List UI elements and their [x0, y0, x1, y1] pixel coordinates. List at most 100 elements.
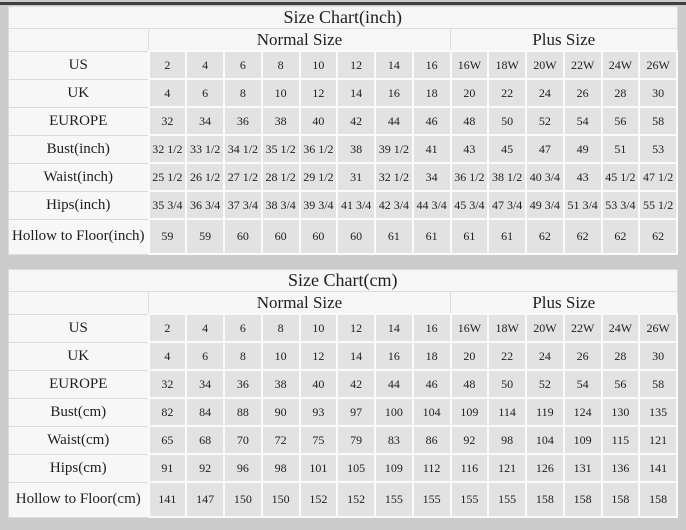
size-value-cell: 49 3/4	[525, 190, 565, 220]
size-value-cell: 158	[562, 481, 603, 518]
size-value-cell: 58	[638, 369, 678, 399]
size-value-cell: 8	[260, 50, 301, 80]
size-value-cell: 37 3/4	[223, 190, 263, 220]
size-value-cell: 36	[223, 106, 263, 136]
table-title-row: Size Chart(cm)	[8, 269, 678, 292]
size-chart-cm-table: Size Chart(cm) Normal Size Plus Size US 2…	[8, 269, 678, 518]
size-value-cell: 10	[298, 50, 339, 80]
size-value-cell: 26 1/2	[185, 162, 225, 192]
size-value-cell: 26W	[638, 50, 678, 80]
size-value-cell: 109	[449, 397, 490, 427]
size-value-cell: 53	[638, 134, 678, 164]
size-value-cell: 48	[449, 106, 490, 136]
size-value-cell: 12	[336, 50, 376, 80]
corner-cell	[8, 291, 149, 315]
size-value-cell: 26	[562, 341, 603, 371]
size-value-cell: 14	[374, 313, 414, 343]
size-value-cell: 47 1/2	[638, 162, 678, 192]
size-value-cell: 54	[562, 369, 603, 399]
size-value-cell: 150	[223, 481, 263, 518]
size-value-cell: 119	[525, 397, 565, 427]
size-value-cell: 8	[223, 341, 263, 371]
size-value-cell: 27 1/2	[223, 162, 263, 192]
row-label: Hollow to Floor(cm)	[8, 481, 149, 518]
size-value-cell: 20W	[525, 50, 565, 80]
table-row: UK 4 6 8 10 12 14 16 18 20 22 24 26 28 30	[8, 78, 678, 108]
size-value-cell: 124	[562, 397, 603, 427]
table-row: Hollow to Floor(cm) 141 147 150 150 152 152 155…	[8, 481, 678, 518]
size-value-cell: 47	[525, 134, 565, 164]
size-value-cell: 36	[223, 369, 263, 399]
size-value-cell: 62	[600, 218, 641, 255]
size-value-cell: 93	[298, 397, 339, 427]
tables-gap	[8, 255, 678, 269]
size-value-cell: 2	[147, 313, 188, 343]
size-value-cell: 6	[185, 341, 225, 371]
size-value-cell: 28	[600, 78, 641, 108]
size-value-cell: 4	[185, 313, 225, 343]
size-value-cell: 44 3/4	[411, 190, 452, 220]
size-value-cell: 32	[147, 106, 188, 136]
size-value-cell: 32 1/2	[374, 162, 414, 192]
size-value-cell: 90	[260, 397, 301, 427]
size-value-cell: 61	[374, 218, 414, 255]
size-value-cell: 121	[638, 425, 678, 455]
size-value-cell: 16W	[449, 50, 490, 80]
size-value-cell: 61	[487, 218, 527, 255]
size-value-cell: 68	[185, 425, 225, 455]
size-value-cell: 6	[223, 313, 263, 343]
size-value-cell: 96	[223, 453, 263, 483]
size-value-cell: 26	[562, 78, 603, 108]
size-value-cell: 97	[336, 397, 376, 427]
size-value-cell: 10	[260, 78, 301, 108]
size-value-cell: 40 3/4	[525, 162, 565, 192]
size-value-cell: 79	[336, 425, 376, 455]
size-charts-container: Size Chart(inch) Normal Size Plus Size U…	[8, 6, 678, 518]
size-value-cell: 46	[411, 369, 452, 399]
size-value-cell: 16	[374, 78, 414, 108]
table-title: Size Chart(inch)	[8, 6, 678, 29]
size-value-cell: 158	[638, 481, 678, 518]
size-value-cell: 32	[147, 369, 188, 399]
row-label: UK	[8, 341, 149, 371]
size-value-cell: 28	[600, 341, 641, 371]
size-value-cell: 152	[336, 481, 376, 518]
size-value-cell: 147	[185, 481, 225, 518]
size-value-cell: 33 1/2	[185, 134, 225, 164]
size-value-cell: 112	[411, 453, 452, 483]
size-value-cell: 36 1/2	[449, 162, 490, 192]
size-value-cell: 6	[223, 50, 263, 80]
size-value-cell: 35 3/4	[147, 190, 188, 220]
size-value-cell: 45 1/2	[600, 162, 641, 192]
row-label: Bust(inch)	[8, 134, 149, 164]
size-value-cell: 104	[411, 397, 452, 427]
table-row: Hips(cm) 91 92 96 98 101 105 109 112 116 121 126 131…	[8, 453, 678, 483]
size-value-cell: 61	[411, 218, 452, 255]
size-value-cell: 46	[411, 106, 452, 136]
size-value-cell: 39 1/2	[374, 134, 414, 164]
size-value-cell: 8	[260, 313, 301, 343]
size-value-cell: 24W	[600, 313, 641, 343]
table-row: Waist(inch) 25 1/2 26 1/2 27 1/2 28 1/2 29 1/…	[8, 162, 678, 192]
size-value-cell: 72	[260, 425, 301, 455]
size-value-cell: 44	[374, 369, 414, 399]
row-label: EUROPE	[8, 106, 149, 136]
column-group-row: Normal Size Plus Size	[8, 28, 678, 52]
row-label: US	[8, 50, 149, 80]
size-value-cell: 91	[147, 453, 188, 483]
size-value-cell: 88	[223, 397, 263, 427]
size-value-cell: 26W	[638, 313, 678, 343]
size-value-cell: 84	[185, 397, 225, 427]
size-value-cell: 18W	[487, 50, 527, 80]
size-chart-inch-table: Size Chart(inch) Normal Size Plus Size U…	[8, 6, 678, 255]
normal-size-header: Normal Size	[148, 291, 451, 315]
size-value-cell: 92	[449, 425, 490, 455]
size-value-cell: 4	[185, 50, 225, 80]
size-value-cell: 155	[411, 481, 452, 518]
table-title: Size Chart(cm)	[8, 269, 678, 292]
row-label: Hollow to Floor(inch)	[8, 218, 149, 255]
size-value-cell: 62	[562, 218, 603, 255]
size-value-cell: 65	[147, 425, 188, 455]
row-label: Hips(cm)	[8, 453, 149, 483]
corner-cell	[8, 28, 149, 52]
